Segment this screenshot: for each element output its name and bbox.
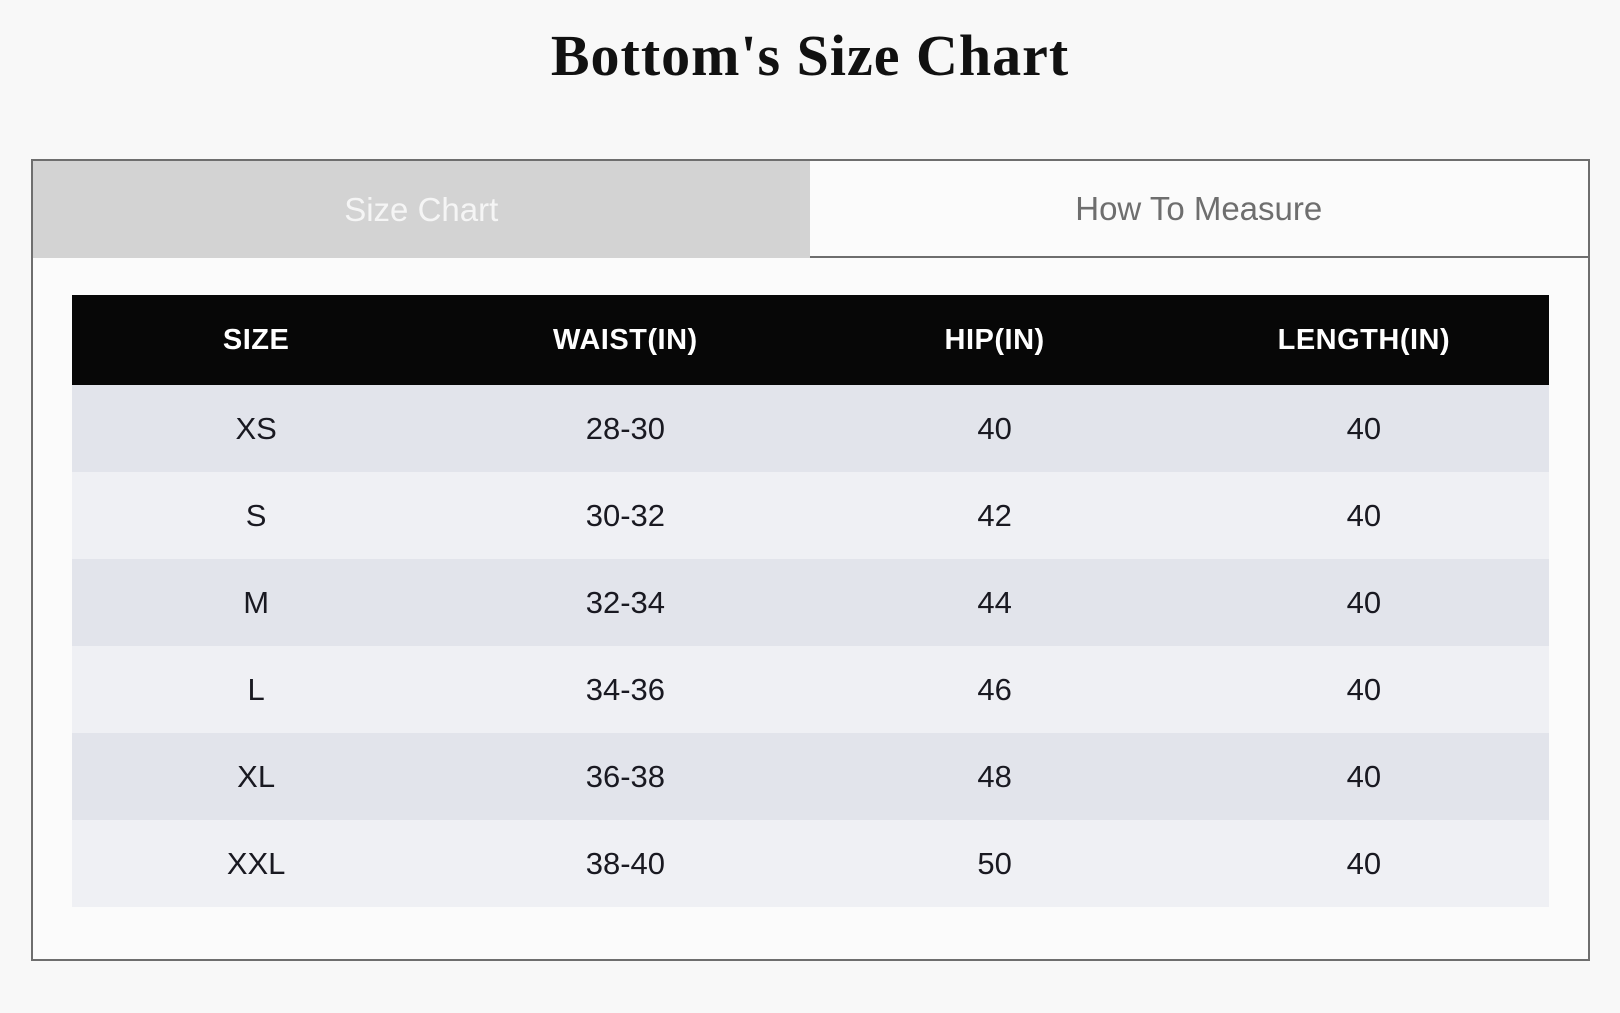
table-cell: 40 <box>1346 584 1382 620</box>
size-table: SIZE WAIST(IN) HIP(IN) LENGTH(IN) XS 28-3… <box>71 295 1549 907</box>
table-cell: 32-34 <box>585 584 666 620</box>
table-row: L 34-36 46 40 <box>71 646 1549 733</box>
table-cell: 46 <box>977 671 1012 707</box>
table-cell: XXL <box>226 845 286 881</box>
table-cell: 36-38 <box>585 758 666 794</box>
table-cell: L <box>247 671 265 707</box>
table-cell: 28-30 <box>585 410 666 446</box>
table-row: XS 28-30 40 40 <box>71 385 1549 472</box>
tab-size-chart[interactable]: Size Chart <box>32 161 810 258</box>
table-cell: 40 <box>1346 497 1382 533</box>
table-cell: 30-32 <box>585 497 666 533</box>
column-header-length: LENGTH(IN) <box>1179 295 1549 385</box>
table-cell: 40 <box>1346 410 1382 446</box>
table-cell: M <box>243 584 270 620</box>
page-title: Bottom's Size Chart <box>550 23 1070 88</box>
table-body: XS 28-30 40 40 S 30-32 42 40 M 32-34 44 40 L 34-36 46 4… <box>71 385 1549 907</box>
table-cell: S <box>245 497 267 533</box>
table-cell: 44 <box>977 584 1012 620</box>
table-cell: 40 <box>1346 758 1382 794</box>
tab-bar: Size Chart How To Measure <box>32 161 1588 258</box>
table-cell: 38-40 <box>585 845 666 881</box>
table-row: S 30-32 42 40 <box>71 472 1549 559</box>
table-cell: XS <box>235 410 277 446</box>
table-cell: 42 <box>977 497 1012 533</box>
table-header-row: SIZE WAIST(IN) HIP(IN) LENGTH(IN) <box>71 295 1549 385</box>
table-cell: 34-36 <box>585 671 666 707</box>
column-header-hip: HIP(IN) <box>810 295 1180 385</box>
tab-how-to-measure[interactable]: How To Measure <box>810 161 1588 258</box>
table-row: XL 36-38 48 40 <box>71 733 1549 820</box>
table-cell: XL <box>237 758 276 794</box>
column-header-waist: WAIST(IN) <box>440 295 810 385</box>
table-cell: 40 <box>1346 671 1382 707</box>
column-header-size: SIZE <box>71 295 441 385</box>
table-row: M 32-34 44 40 <box>71 559 1549 646</box>
table-cell: 48 <box>977 758 1012 794</box>
tab-content: SIZE WAIST(IN) HIP(IN) LENGTH(IN) XS 28-3… <box>33 258 1588 907</box>
table-cell: 50 <box>977 845 1012 881</box>
table-cell: 40 <box>1346 845 1382 881</box>
table-row: XXL 38-40 50 40 <box>71 820 1549 907</box>
size-chart-widget: Size Chart How To Measure SIZE WAIST(IN)… <box>30 159 1590 961</box>
table-cell: 40 <box>977 410 1012 446</box>
